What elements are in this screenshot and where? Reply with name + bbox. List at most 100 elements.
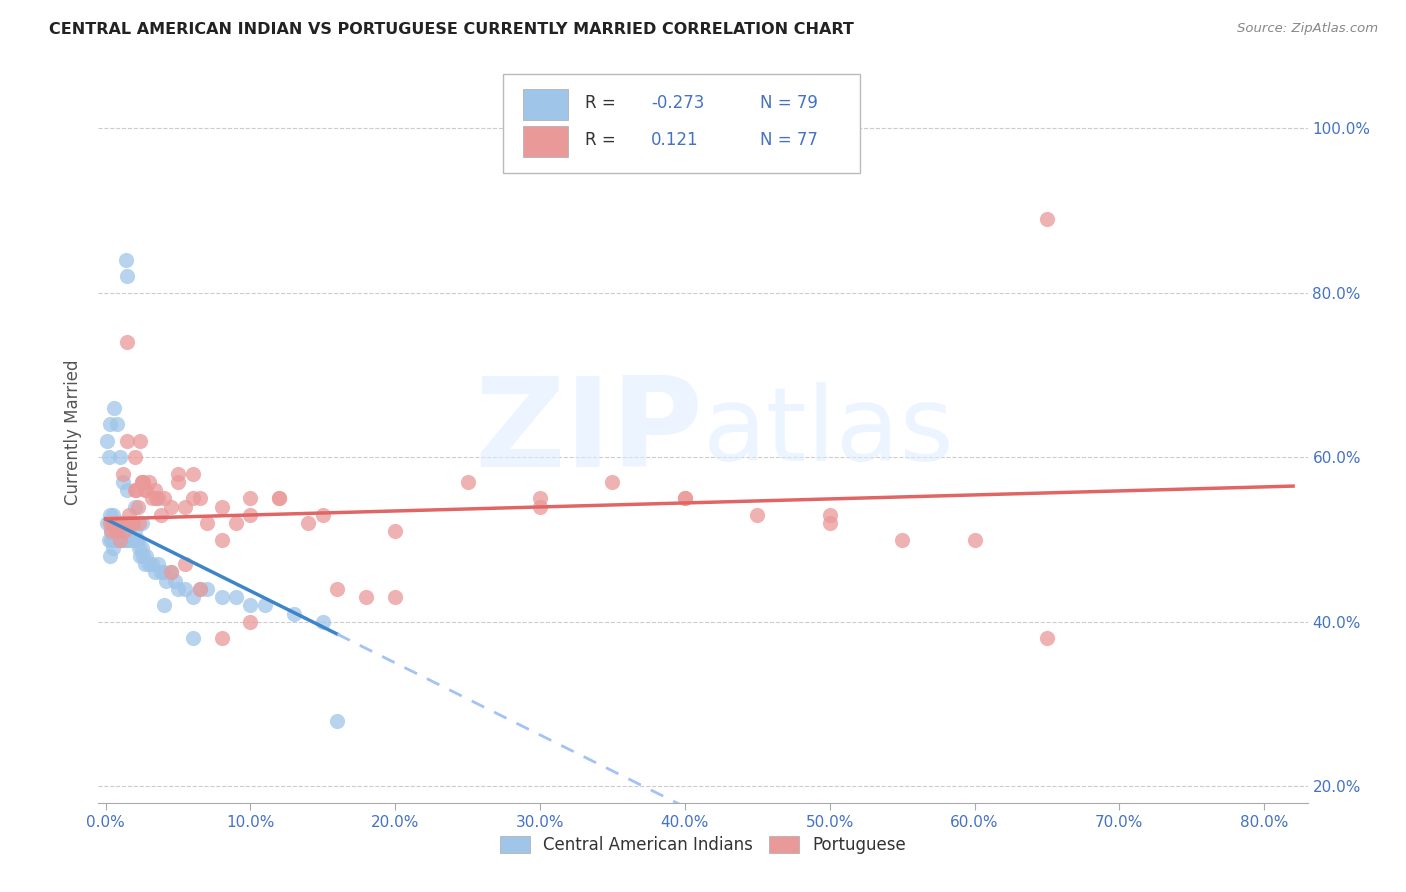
Point — [283, 607, 305, 621]
Point — [124, 524, 146, 539]
Point — [117, 269, 139, 284]
Point — [125, 483, 148, 498]
Point — [100, 533, 122, 547]
Point — [112, 475, 135, 489]
Point — [117, 434, 139, 448]
Point — [131, 475, 153, 489]
Point — [135, 483, 157, 498]
Point — [117, 524, 139, 539]
Point — [211, 632, 233, 646]
Point — [131, 475, 153, 489]
Point — [152, 566, 174, 580]
Point — [225, 590, 247, 604]
Point — [253, 599, 276, 613]
Point — [112, 524, 135, 539]
Point — [239, 599, 262, 613]
Point — [143, 483, 166, 498]
Point — [122, 516, 145, 530]
FancyBboxPatch shape — [523, 126, 568, 157]
Point — [167, 467, 190, 481]
Point — [159, 500, 181, 514]
Point — [114, 524, 136, 539]
Point — [143, 566, 166, 580]
Legend: Central American Indians, Portuguese: Central American Indians, Portuguese — [494, 830, 912, 861]
Point — [239, 508, 262, 522]
Point — [195, 582, 218, 596]
Point — [115, 516, 138, 530]
FancyBboxPatch shape — [523, 89, 568, 120]
Point — [124, 483, 146, 498]
Point — [101, 508, 124, 522]
Point — [149, 566, 172, 580]
Point — [112, 516, 135, 530]
Point — [1036, 211, 1059, 226]
Point — [181, 491, 204, 506]
Text: N = 79: N = 79 — [759, 95, 818, 112]
Point — [101, 533, 124, 547]
Point — [269, 491, 291, 506]
Point — [112, 533, 135, 547]
Point — [107, 533, 129, 547]
Point — [98, 549, 121, 563]
Point — [312, 508, 335, 522]
Point — [673, 491, 696, 506]
Point — [114, 524, 136, 539]
Point — [121, 516, 143, 530]
Point — [98, 417, 121, 432]
Point — [124, 500, 146, 514]
Point — [269, 491, 291, 506]
Point — [117, 483, 139, 498]
Point — [104, 516, 127, 530]
Point — [122, 533, 145, 547]
Point — [297, 516, 319, 530]
Text: -0.273: -0.273 — [651, 95, 704, 112]
Point — [188, 582, 211, 596]
Point — [96, 516, 118, 530]
Point — [195, 516, 218, 530]
Point — [225, 516, 247, 530]
Point — [103, 524, 125, 539]
Point — [1036, 632, 1059, 646]
Point — [141, 558, 163, 572]
Point — [159, 566, 181, 580]
Point — [174, 582, 197, 596]
Point — [107, 516, 129, 530]
Point — [165, 574, 187, 588]
Point — [120, 533, 142, 547]
Point — [384, 590, 406, 604]
Point — [146, 558, 169, 572]
Point — [211, 500, 233, 514]
Text: 0.121: 0.121 — [651, 131, 699, 149]
Point — [107, 524, 129, 539]
Point — [117, 335, 139, 350]
Point — [529, 491, 551, 506]
Point — [188, 582, 211, 596]
Point — [326, 582, 349, 596]
Point — [124, 450, 146, 465]
Point — [239, 615, 262, 629]
Point — [115, 533, 138, 547]
Point — [818, 508, 841, 522]
Point — [134, 483, 156, 498]
Point — [117, 533, 139, 547]
Point — [108, 524, 131, 539]
Point — [118, 508, 141, 522]
Point — [110, 516, 132, 530]
Point — [127, 533, 149, 547]
Point — [103, 533, 125, 547]
Point — [384, 524, 406, 539]
Point — [134, 558, 156, 572]
Point — [211, 590, 233, 604]
Point — [159, 566, 181, 580]
Point — [673, 491, 696, 506]
Point — [174, 558, 197, 572]
Point — [356, 590, 378, 604]
Point — [457, 475, 479, 489]
Point — [747, 508, 769, 522]
Text: R =: R = — [585, 131, 616, 149]
Point — [135, 549, 157, 563]
Point — [181, 590, 204, 604]
Point — [105, 417, 128, 432]
Text: N = 77: N = 77 — [759, 131, 818, 149]
Point — [114, 516, 136, 530]
